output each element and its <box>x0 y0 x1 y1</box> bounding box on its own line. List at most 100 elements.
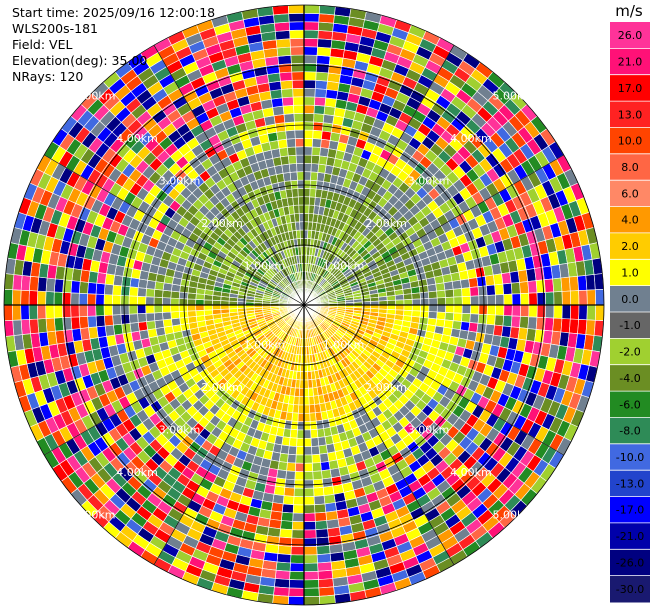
radar-bin <box>418 285 429 294</box>
range-label: 1.00km <box>244 259 286 272</box>
radar-bin <box>311 154 321 165</box>
radar-bin <box>120 304 130 315</box>
start-time: Start time: 2025/09/16 12:00:18 <box>12 5 216 20</box>
radar-bin <box>290 545 305 556</box>
radar-bin <box>369 296 380 302</box>
colorbar-tick-label: 13.0 <box>618 108 643 121</box>
radar-bin <box>303 412 311 423</box>
radar-bin <box>317 561 333 572</box>
radar-bin <box>277 54 292 66</box>
radar-bin <box>311 445 321 456</box>
colorbar-tick-label: -26.0 <box>616 557 644 570</box>
radar-bin <box>61 304 72 318</box>
radar-bin <box>186 298 197 306</box>
range-label: 4.00km <box>450 132 492 145</box>
radar-bin <box>293 104 305 114</box>
radar-bin <box>594 304 605 322</box>
radar-bin <box>4 319 15 337</box>
radar-bin <box>146 320 157 331</box>
radar-bin <box>294 129 305 139</box>
radar-bin <box>308 404 316 414</box>
radar-bin <box>288 579 305 589</box>
radar-bin <box>297 404 305 414</box>
radar-bin <box>316 428 326 438</box>
radar-bin <box>527 280 538 294</box>
radar-bin <box>3 288 14 306</box>
radar-bin <box>303 404 311 414</box>
colorbar-tick-label: -1.0 <box>619 319 640 332</box>
radar-bin <box>511 304 522 317</box>
radar-bin <box>285 129 296 140</box>
radar-bin <box>303 504 316 514</box>
radar-bin <box>195 298 205 306</box>
radar-bin <box>568 318 579 335</box>
colorbar-tick-label: -17.0 <box>616 504 644 517</box>
radar-bin <box>170 311 181 320</box>
radar-bin <box>195 304 205 312</box>
radar-bin <box>484 323 495 336</box>
radar-bin <box>501 325 512 338</box>
radar-bin <box>495 294 505 306</box>
colorbar-tick-label: 2.0 <box>621 240 639 253</box>
radar-bin <box>145 304 155 314</box>
radar-bin <box>211 304 222 311</box>
radar-bin <box>287 154 297 165</box>
radar-bin <box>20 304 30 321</box>
radar-bin <box>284 478 296 489</box>
radar-bin <box>303 487 315 498</box>
radar-bin <box>536 292 547 306</box>
radar-bin <box>120 313 131 325</box>
radar-bin <box>578 304 588 321</box>
radar-bin <box>323 493 336 505</box>
range-label: 2.00km <box>365 381 407 394</box>
radar-bin <box>311 453 321 464</box>
radar-bin <box>274 30 291 41</box>
radar-bin <box>211 299 222 306</box>
radar-bin <box>319 452 330 463</box>
radar-bin <box>291 188 299 198</box>
radar-bin <box>419 291 430 300</box>
radar-bin <box>297 412 305 423</box>
range-label: 5.00km <box>74 508 116 521</box>
radar-bin <box>309 420 318 431</box>
radar-bin <box>543 278 555 293</box>
radar-bin <box>162 311 172 321</box>
radar-bin <box>195 309 205 317</box>
radar-bin <box>292 96 305 106</box>
radar-bin <box>95 315 106 328</box>
radar-bin <box>170 297 180 306</box>
radar-bin <box>12 274 23 291</box>
radar-bin <box>427 311 438 320</box>
radar-bin <box>501 272 512 285</box>
radar-bin <box>178 298 188 306</box>
colorbar-tick-label: -4.0 <box>619 372 640 385</box>
radar-bin <box>203 304 213 311</box>
radar-bin <box>70 316 81 330</box>
radar-bin <box>303 79 317 89</box>
radar-bin <box>561 304 572 320</box>
range-label: 3.00km <box>408 175 450 188</box>
radar-bin <box>312 121 324 132</box>
radar-bin <box>137 287 147 298</box>
radar-bin <box>451 279 462 290</box>
radar-bin <box>316 553 332 564</box>
radar-bin <box>29 318 40 335</box>
radar-bin <box>298 387 305 398</box>
radar-bin <box>560 318 571 334</box>
radar-bin <box>277 138 288 149</box>
radar-bin <box>315 419 324 430</box>
radar-bin <box>445 296 455 306</box>
radar-bin <box>303 421 311 431</box>
radar-bin <box>324 97 337 108</box>
radar-bin <box>281 503 294 514</box>
radar-bin <box>282 104 295 115</box>
radar-bin <box>314 503 327 514</box>
radar-bin <box>112 314 123 326</box>
radar-bin <box>288 437 298 447</box>
radar-bin <box>293 496 305 506</box>
radar-bin <box>309 412 317 422</box>
colorbar-tick-label: 6.0 <box>621 187 639 200</box>
radar-bin <box>45 304 55 319</box>
radar-bin <box>503 293 513 306</box>
radar-bin <box>137 321 148 332</box>
